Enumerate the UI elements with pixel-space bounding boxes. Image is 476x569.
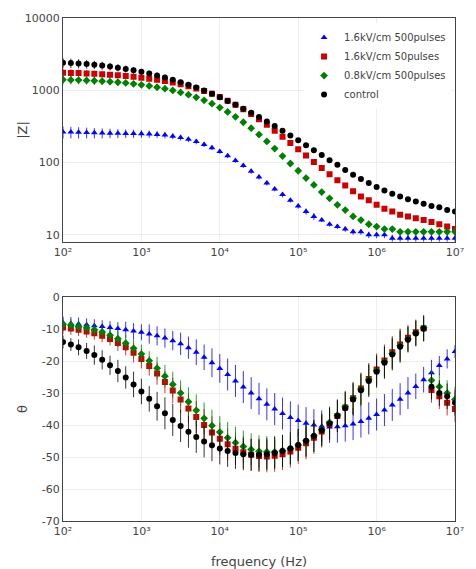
svg-text:10⁵: 10⁵ xyxy=(289,525,307,538)
svg-text:1.6kV/cm 500pulses: 1.6kV/cm 500pulses xyxy=(344,32,445,43)
svg-text:10³: 10³ xyxy=(132,246,150,259)
svg-text:0: 0 xyxy=(53,291,60,304)
svg-text:1.6kV/cm 50pulses: 1.6kV/cm 50pulses xyxy=(344,51,439,62)
svg-text:1000: 1000 xyxy=(32,84,60,97)
svg-text:10000: 10000 xyxy=(25,12,60,25)
svg-text:-10: -10 xyxy=(42,323,60,336)
svg-text:-50: -50 xyxy=(42,451,60,464)
svg-text:-40: -40 xyxy=(42,419,60,432)
svg-text:-20: -20 xyxy=(42,355,60,368)
svg-text:-60: -60 xyxy=(42,483,60,496)
svg-text:10⁴: 10⁴ xyxy=(211,525,230,538)
svg-text:100: 100 xyxy=(39,156,60,169)
svg-text:10⁵: 10⁵ xyxy=(289,246,307,259)
svg-text:10⁷: 10⁷ xyxy=(446,525,464,538)
svg-text:θ: θ xyxy=(15,405,30,413)
svg-text:frequency (Hz): frequency (Hz) xyxy=(211,554,307,569)
svg-text:control: control xyxy=(344,89,379,100)
svg-text:10²: 10² xyxy=(54,246,72,259)
svg-text:10²: 10² xyxy=(54,525,72,538)
svg-text:10⁴: 10⁴ xyxy=(211,246,230,259)
svg-text:10⁷: 10⁷ xyxy=(446,246,464,259)
svg-text:-30: -30 xyxy=(42,387,60,400)
svg-text:10: 10 xyxy=(46,229,60,242)
svg-text:|Z|: |Z| xyxy=(15,121,30,139)
svg-text:10⁶: 10⁶ xyxy=(367,246,386,259)
svg-text:0.8kV/cm 500pulses: 0.8kV/cm 500pulses xyxy=(344,70,445,81)
svg-text:-70: -70 xyxy=(42,515,60,528)
svg-text:10³: 10³ xyxy=(132,525,150,538)
svg-text:10⁶: 10⁶ xyxy=(367,525,386,538)
